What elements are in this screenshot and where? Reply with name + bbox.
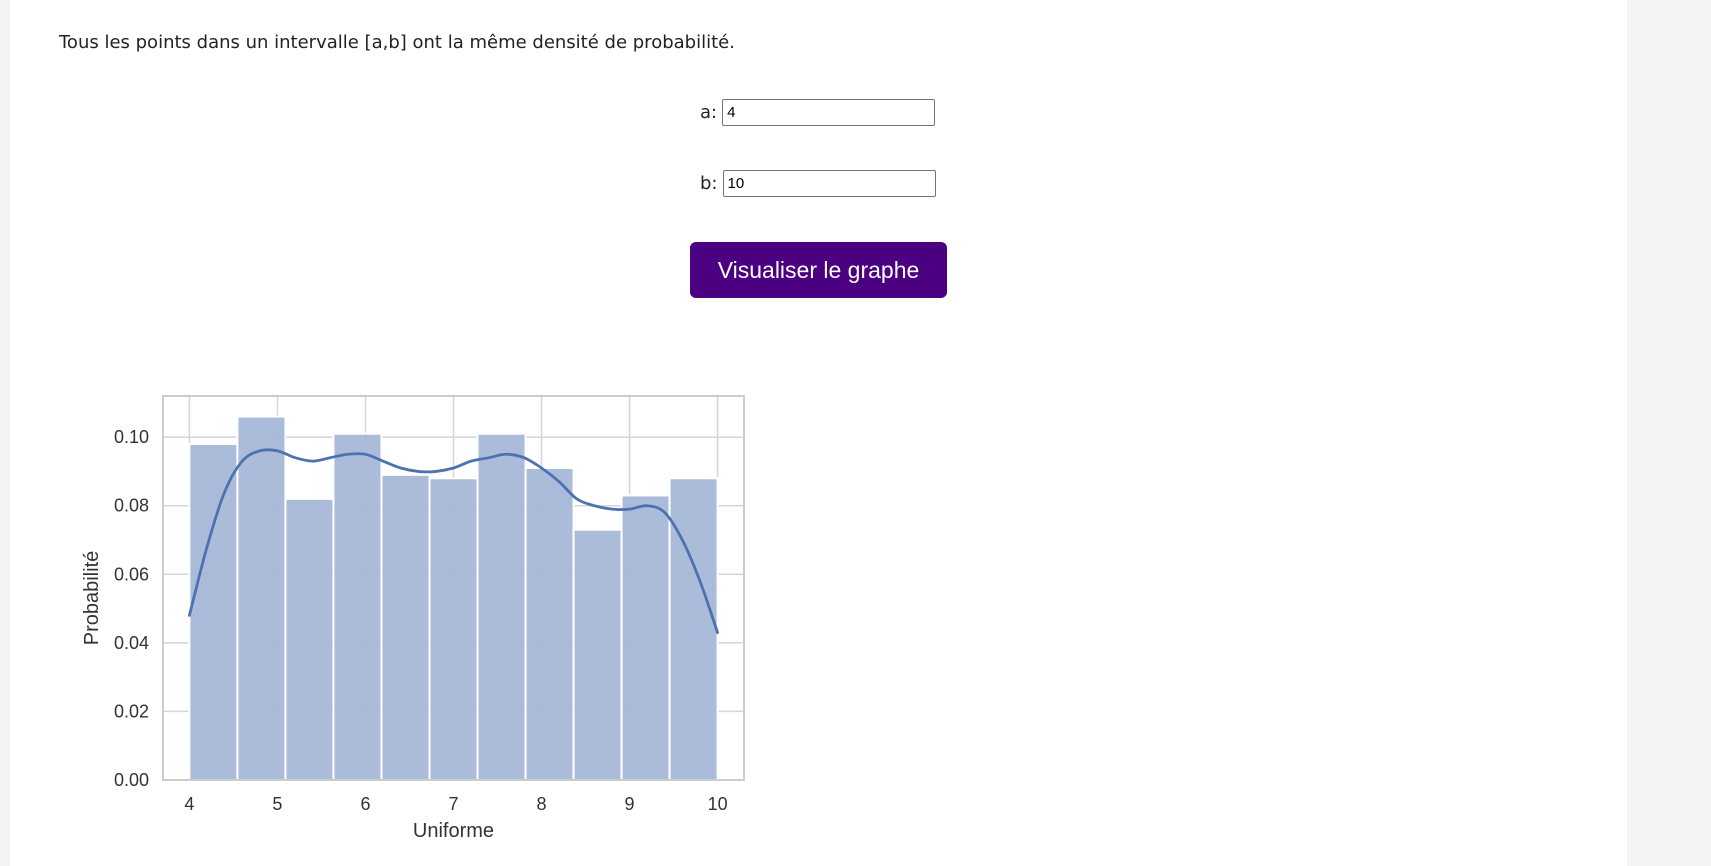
x-tick-label: 6 — [360, 794, 370, 814]
histogram-bar — [188, 443, 239, 781]
y-tick-label: 0.02 — [114, 701, 149, 721]
a-field-row: a: — [700, 99, 936, 126]
histogram-bar — [236, 415, 287, 781]
histogram-bar — [668, 477, 719, 782]
y-tick-label: 0.06 — [114, 564, 149, 584]
y-tick-label: 0.08 — [114, 496, 149, 516]
b-field-row: b: — [700, 170, 936, 197]
x-tick-label: 9 — [625, 794, 635, 814]
kde-curve — [188, 448, 719, 634]
x-tick-label: 7 — [448, 794, 458, 814]
y-tick-label: 0.04 — [114, 633, 149, 653]
visualize-graph-button[interactable]: Visualiser le graphe — [690, 242, 947, 298]
x-tick-label: 5 — [272, 794, 282, 814]
histogram-bars — [188, 415, 719, 782]
histogram-bar — [524, 467, 575, 781]
x-tick-label: 8 — [537, 794, 547, 814]
histogram-bar — [620, 494, 671, 782]
kde-curve-layer — [188, 448, 719, 634]
plot-frame — [162, 395, 745, 781]
histogram-bar — [380, 473, 431, 781]
a-label: a: — [700, 102, 718, 123]
chart-axes — [162, 395, 745, 781]
histogram-bar — [332, 432, 383, 781]
chart-svg: 4 5 6 7 8 9 10 0.00 0.02 0.04 0.06 0.08 0.10 Uniform… — [81, 395, 745, 842]
right-gutter — [1627, 0, 1711, 866]
x-tick-label: 4 — [184, 794, 194, 814]
histogram-chart: 4 5 6 7 8 9 10 0.00 0.02 0.04 0.06 0.08 0.10 Uniform… — [72, 385, 762, 845]
y-tick-label: 0.00 — [114, 770, 149, 790]
histogram-bar — [476, 432, 527, 781]
histogram-bar — [284, 497, 335, 781]
histogram-bar — [572, 528, 623, 781]
content-panel: Tous les points dans un intervalle [a,b]… — [10, 0, 1627, 866]
x-tick-label: 10 — [708, 794, 728, 814]
y-tick-label: 0.10 — [114, 427, 149, 447]
a-input[interactable] — [722, 99, 936, 126]
y-axis-label: Probabilité — [81, 551, 103, 646]
chart-tick-labels: 4 5 6 7 8 9 10 0.00 0.02 0.04 0.06 0.08 0.10 — [114, 427, 728, 814]
x-axis-label: Uniforme — [413, 820, 494, 842]
b-label: b: — [700, 173, 718, 194]
b-input[interactable] — [722, 170, 936, 197]
histogram-bar — [428, 477, 479, 782]
description-text: Tous les points dans un intervalle [a,b]… — [59, 32, 735, 53]
